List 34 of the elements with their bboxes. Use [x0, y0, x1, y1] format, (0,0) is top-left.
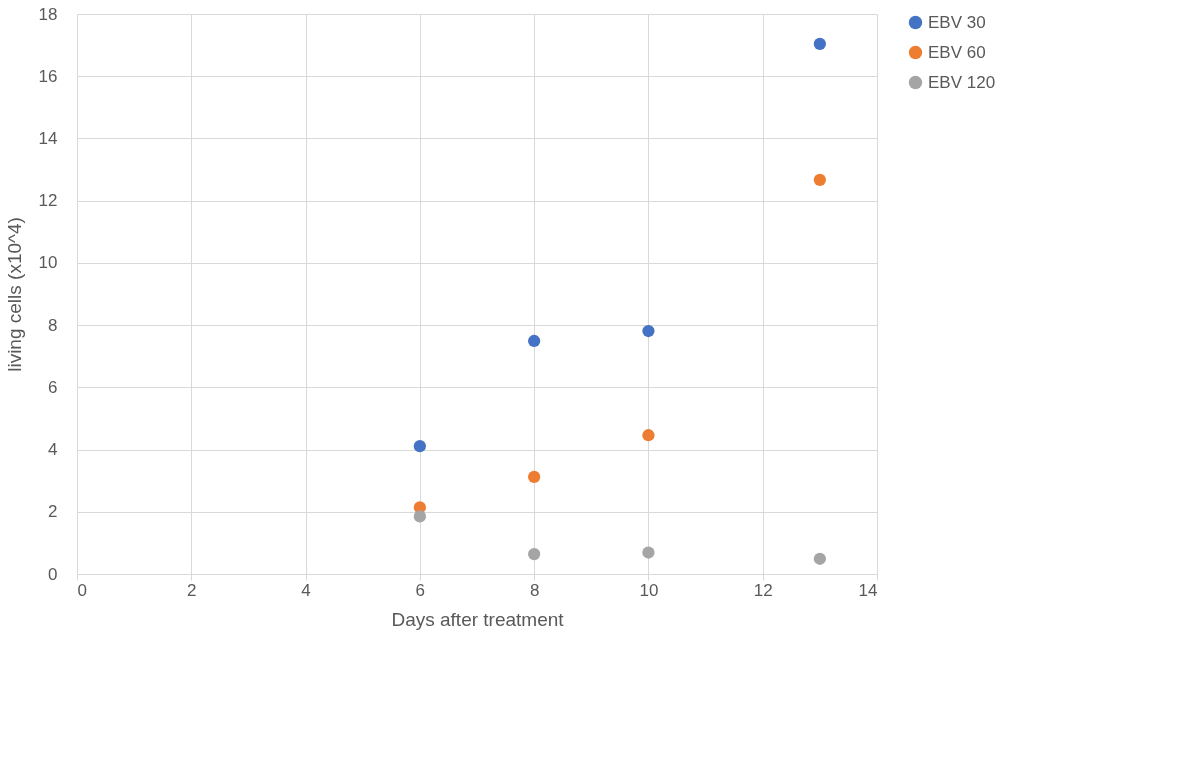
point: [413, 510, 426, 523]
x-tick-label: 0: [77, 580, 87, 600]
point: [528, 547, 541, 561]
y-tick-label: 4: [48, 440, 58, 460]
point: [642, 546, 655, 559]
x-axis-title: Days after treatment: [391, 608, 565, 630]
y-tick-label: 10: [38, 253, 58, 273]
x-tick-label: 2: [187, 580, 197, 600]
x-tick-label: 8: [529, 580, 540, 600]
legend-label: EBV 60: [928, 42, 986, 62]
y-tick-label: 2: [48, 502, 58, 522]
y-tick-label: 12: [38, 191, 58, 211]
legend-label: EBV 30: [928, 12, 986, 32]
y-tick-label: 14: [38, 128, 58, 148]
x-tick-label: 6: [415, 580, 426, 600]
point: [813, 173, 826, 186]
y-tick-label: 0: [48, 564, 58, 584]
point: [642, 429, 655, 442]
y-tick-label: 6: [48, 377, 58, 397]
point: [642, 324, 655, 338]
legend-label: EBV 120: [928, 72, 996, 92]
point: [528, 470, 541, 484]
x-tick-label: 12: [753, 580, 773, 600]
point: [413, 440, 426, 453]
point: [813, 37, 826, 50]
x-tick-label: 14: [858, 580, 878, 600]
y-tick-label: 8: [48, 315, 58, 335]
point: [813, 552, 826, 565]
y-tick-label: 16: [38, 66, 58, 86]
x-tick-label: 4: [301, 580, 311, 600]
y-tick-label: 18: [38, 4, 58, 24]
point: [528, 334, 541, 348]
y-axis-title: living cells (x10^4): [3, 217, 25, 372]
x-tick-label: 10: [639, 580, 659, 600]
